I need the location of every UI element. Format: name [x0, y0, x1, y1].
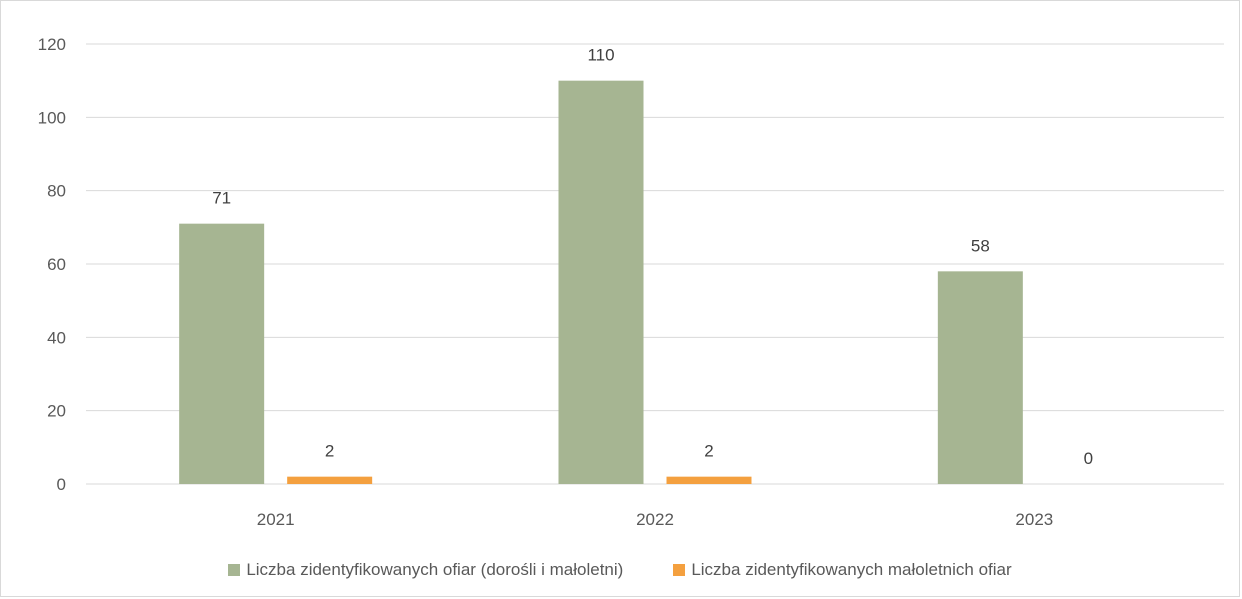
legend: Liczba zidentyfikowanych ofiar (dorośli … [0, 560, 1240, 580]
bar [179, 223, 265, 484]
data-label: 110 [587, 46, 614, 65]
y-tick-label: 120 [38, 35, 66, 54]
y-tick-label: 60 [47, 255, 66, 274]
legend-label-minor-victims: Liczba zidentyfikowanych małoletnich ofi… [691, 560, 1012, 579]
bar [937, 271, 1023, 484]
data-label: 2 [325, 442, 334, 461]
data-label: 58 [971, 236, 990, 255]
legend-item-minor-victims: Liczba zidentyfikowanych małoletnich ofi… [673, 560, 1012, 580]
bar [666, 476, 752, 484]
y-tick-label: 20 [47, 402, 66, 421]
legend-swatch-minor-victims [673, 564, 686, 576]
legend-swatch-all-victims [228, 564, 241, 576]
data-label: 71 [212, 189, 231, 208]
y-tick-label: 100 [38, 108, 66, 127]
x-tick-label: 2023 [1015, 510, 1053, 529]
data-label: 0 [1084, 449, 1093, 468]
data-label: 2 [704, 442, 713, 461]
bar [558, 80, 644, 485]
bar [287, 476, 373, 484]
y-tick-label: 80 [47, 182, 66, 201]
x-tick-label: 2021 [257, 510, 295, 529]
y-tick-label: 40 [47, 328, 66, 347]
legend-item-all-victims: Liczba zidentyfikowanych ofiar (dorośli … [228, 560, 623, 580]
legend-label-all-victims: Liczba zidentyfikowanych ofiar (dorośli … [246, 560, 624, 579]
x-tick-label: 2022 [636, 510, 674, 529]
y-tick-label: 0 [57, 475, 66, 494]
